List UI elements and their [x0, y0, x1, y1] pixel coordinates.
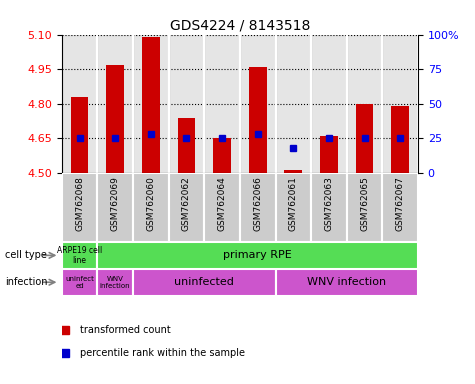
Bar [347, 35, 382, 173]
Text: primary RPE: primary RPE [223, 250, 292, 260]
Bar [382, 35, 418, 173]
Text: ARPE19 cell
line: ARPE19 cell line [57, 246, 102, 265]
Bar [213, 138, 231, 173]
Bar [356, 104, 373, 173]
Text: GSM762062: GSM762062 [182, 176, 191, 231]
Text: GSM762065: GSM762065 [360, 176, 369, 231]
Bar [249, 67, 266, 173]
Text: uninfect
ed: uninfect ed [65, 276, 94, 289]
Bar [347, 173, 382, 242]
Text: GSM762068: GSM762068 [75, 176, 84, 231]
Bar [285, 170, 302, 173]
Bar [391, 106, 409, 173]
Bar [240, 35, 276, 173]
Bar [276, 269, 418, 296]
Bar [311, 35, 347, 173]
Text: WNV
infection: WNV infection [100, 276, 131, 289]
Bar [142, 37, 160, 173]
Bar [62, 173, 97, 242]
Bar [169, 35, 204, 173]
Text: transformed count: transformed count [80, 325, 171, 335]
Text: GSM762064: GSM762064 [218, 176, 227, 231]
Bar [178, 118, 195, 173]
Text: GSM762060: GSM762060 [146, 176, 155, 231]
Text: GSM762069: GSM762069 [111, 176, 120, 231]
Bar [311, 173, 347, 242]
Bar [133, 269, 276, 296]
Bar [320, 136, 338, 173]
Text: infection: infection [5, 277, 47, 287]
Text: percentile rank within the sample: percentile rank within the sample [80, 348, 245, 358]
Text: GSM762066: GSM762066 [253, 176, 262, 231]
Bar [62, 269, 97, 296]
Bar [133, 173, 169, 242]
Bar [106, 65, 124, 173]
Bar [133, 35, 169, 173]
Bar [71, 97, 88, 173]
Bar [204, 35, 240, 173]
Bar [204, 173, 240, 242]
Bar [97, 269, 133, 296]
Title: GDS4224 / 8143518: GDS4224 / 8143518 [170, 18, 310, 32]
Text: cell type: cell type [5, 250, 47, 260]
Text: uninfected: uninfected [174, 277, 234, 287]
Bar [276, 35, 311, 173]
Text: WNV infection: WNV infection [307, 277, 386, 287]
Bar [97, 35, 133, 173]
Bar [382, 173, 418, 242]
Bar [169, 173, 204, 242]
Text: GSM762063: GSM762063 [324, 176, 333, 231]
Bar [240, 173, 276, 242]
Bar [97, 173, 133, 242]
Bar [62, 35, 97, 173]
Bar [62, 242, 97, 269]
Text: GSM762061: GSM762061 [289, 176, 298, 231]
Text: GSM762067: GSM762067 [396, 176, 405, 231]
Bar [276, 173, 311, 242]
